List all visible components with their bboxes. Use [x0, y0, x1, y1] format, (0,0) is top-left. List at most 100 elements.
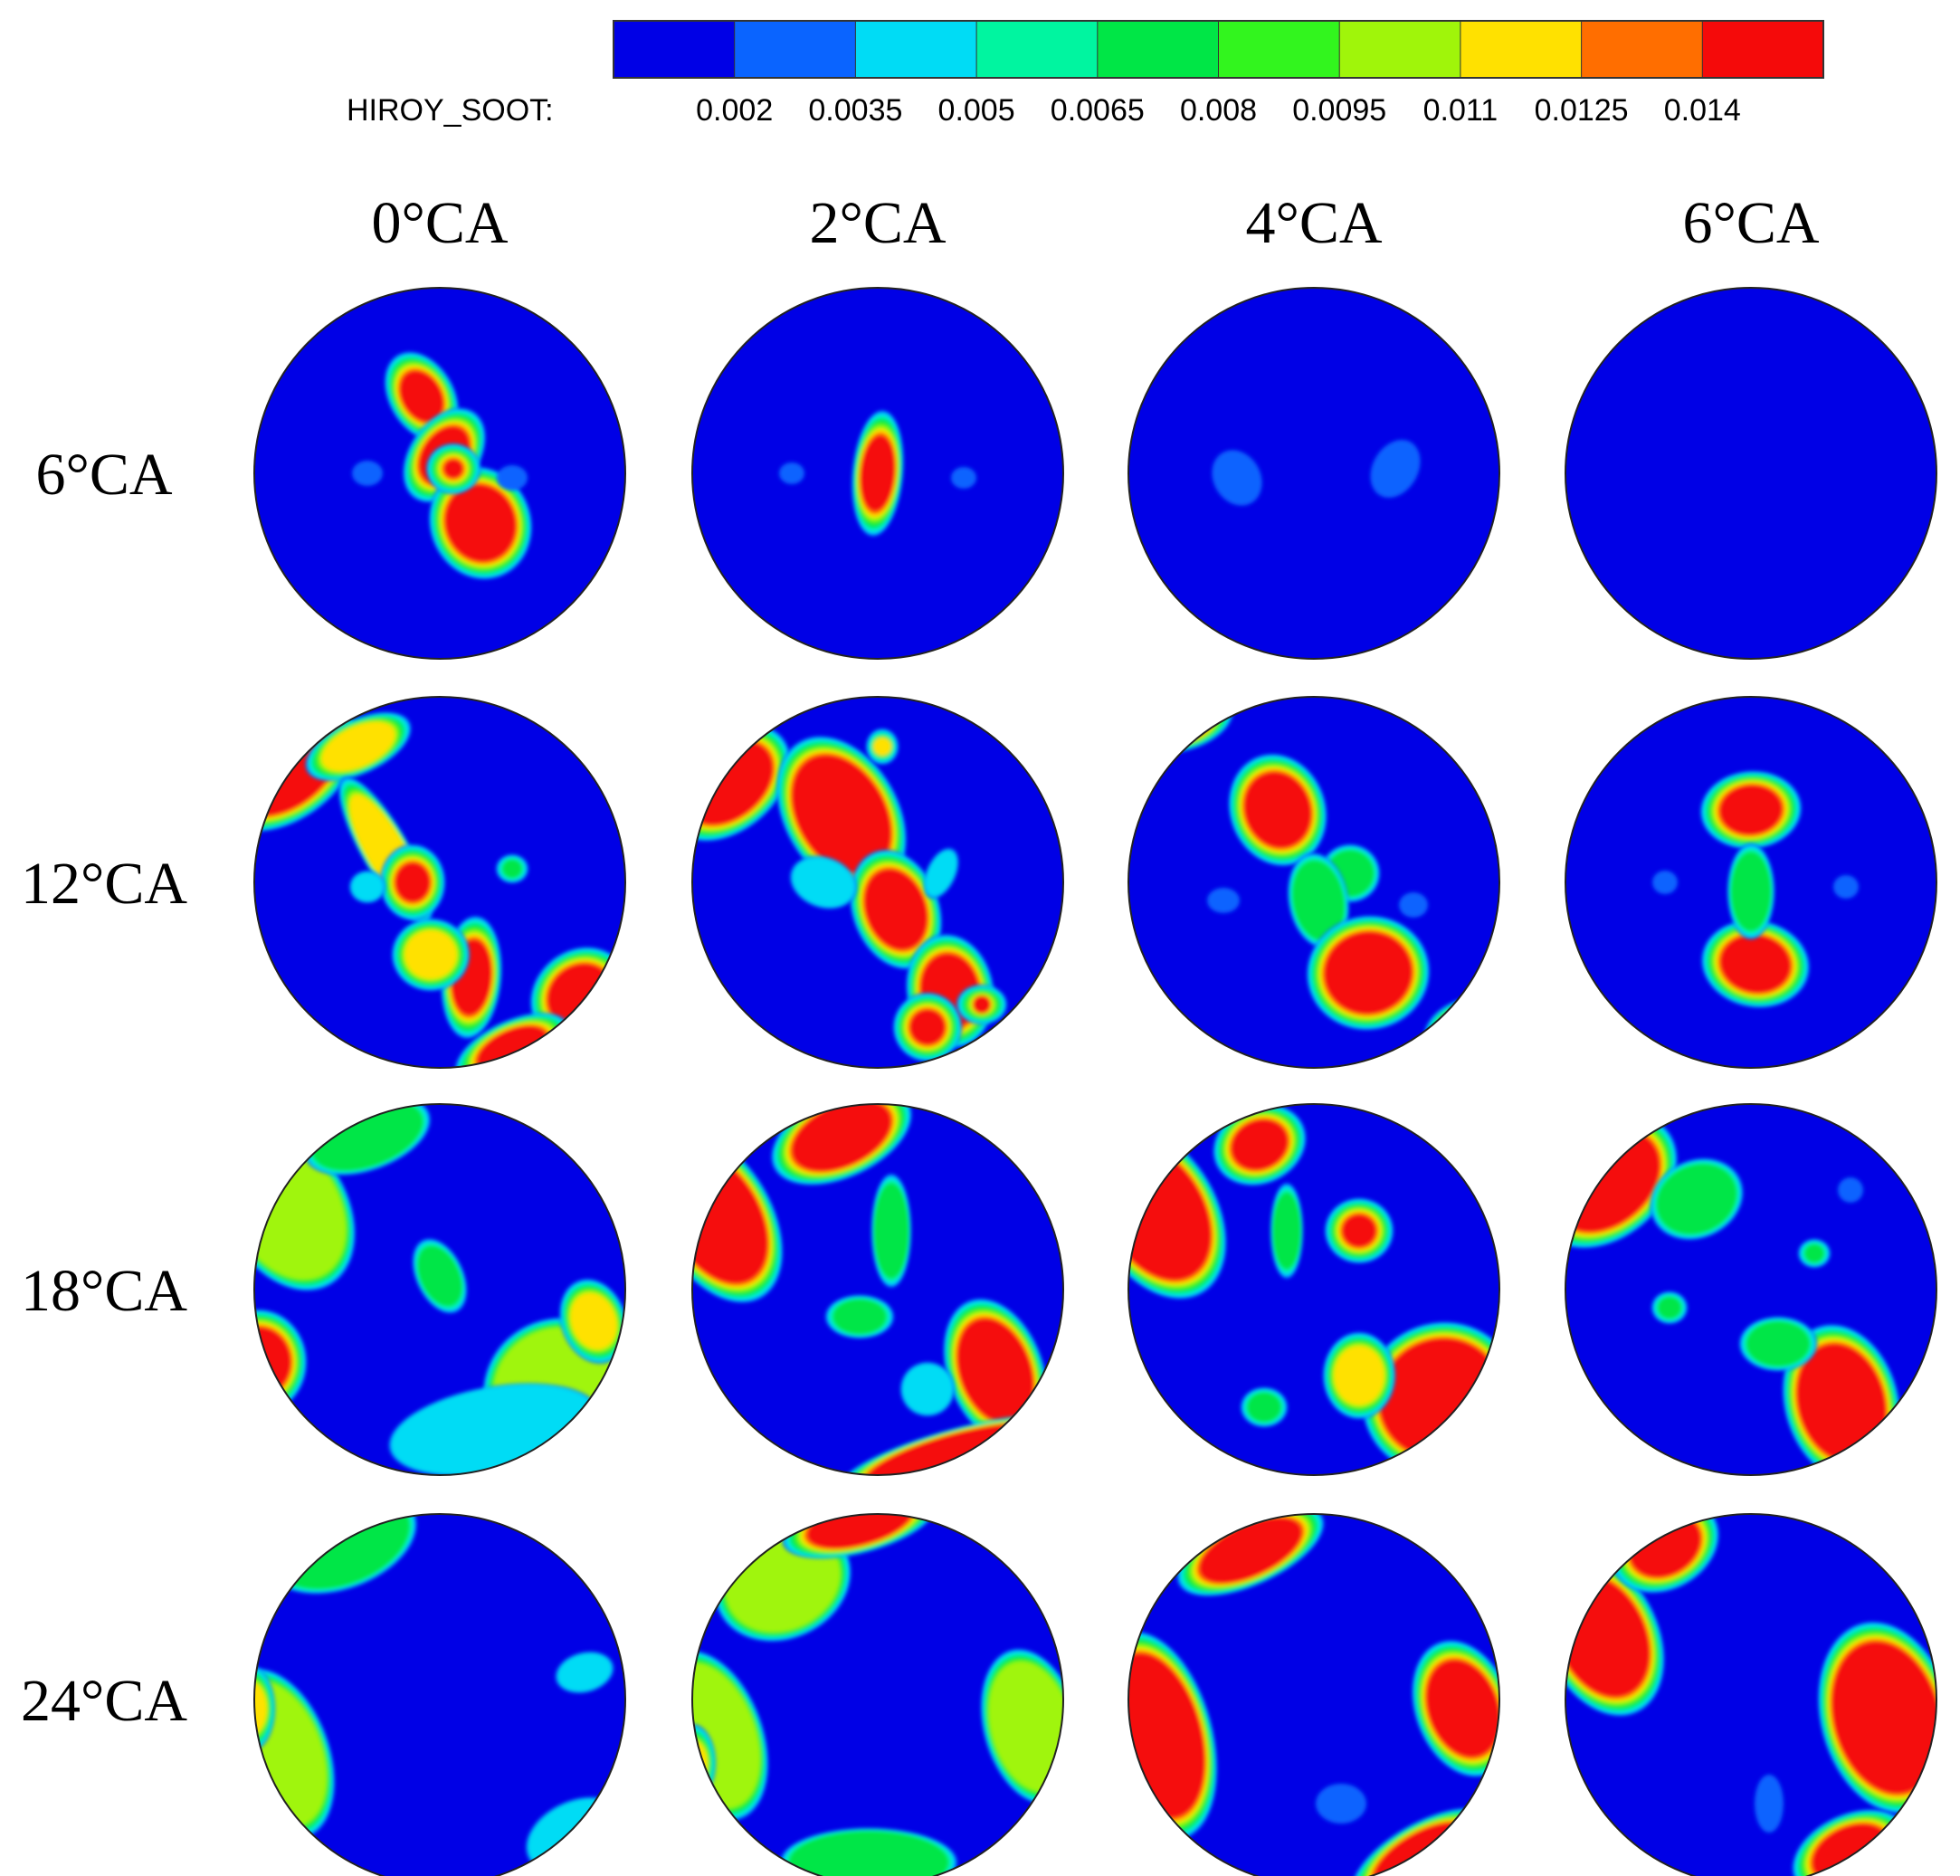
- soot-blob: [923, 847, 959, 900]
- contour-level: [1316, 1784, 1366, 1824]
- panel-outline: [1565, 287, 1937, 660]
- colorbar-swatch: [1701, 20, 1825, 79]
- soot-blob: [866, 728, 899, 765]
- soot-blob: [1241, 1387, 1288, 1427]
- soot-regions: [1212, 440, 1421, 506]
- contour-level: [951, 467, 976, 489]
- contour-level: [807, 1514, 912, 1548]
- contour-level: [956, 1319, 1034, 1424]
- colorbar-tick-label: 0.014: [1664, 93, 1741, 128]
- panel-outline: [691, 1103, 1064, 1476]
- contour-panel: [1565, 1103, 1937, 1476]
- contour-level: [1658, 1297, 1681, 1319]
- soot-blob: [1270, 1183, 1303, 1279]
- contour-panel: [1127, 287, 1500, 660]
- colorbar-tick-label: 0.0065: [1051, 93, 1145, 128]
- contour-panel: [1127, 1103, 1500, 1476]
- contour-level: [399, 370, 444, 423]
- panel-outline: [691, 1513, 1064, 1876]
- panel-background: [1128, 1514, 1499, 1876]
- soot-blob: [441, 916, 502, 1039]
- colorbar-tick-label: 0.002: [696, 93, 773, 128]
- contour-level: [873, 738, 891, 756]
- panel-outline: [1565, 1513, 1937, 1876]
- contour-panel: [253, 1103, 626, 1476]
- contour-level: [1207, 888, 1240, 913]
- soot-blob: [1228, 754, 1327, 866]
- contour-panel: [1127, 696, 1500, 1069]
- colorbar-tick-label: 0.0125: [1535, 93, 1629, 128]
- colorbar-variable-label: HIROY_SOOT:: [347, 93, 554, 128]
- soot-blob: [692, 1650, 768, 1822]
- soot-blob: [1307, 915, 1430, 1031]
- contour-level: [788, 1831, 949, 1876]
- column-header: 0°CA: [371, 190, 508, 256]
- contour-level: [1804, 1243, 1824, 1263]
- contour-panel: [691, 1103, 1064, 1476]
- contour-level: [321, 721, 395, 772]
- soot-blob: [1412, 1640, 1499, 1777]
- contour-level: [973, 995, 991, 1014]
- soot-blob: [1399, 892, 1428, 918]
- soot-blob: [305, 711, 412, 782]
- soot-blob: [412, 1238, 468, 1314]
- colorbar: HIROY_SOOT: 0.002 0.0035 0.005 0.0065 0.008 0…: [347, 20, 1825, 128]
- contour-level: [692, 1662, 760, 1809]
- soot-blob: [900, 1362, 955, 1416]
- contour-panel: [691, 287, 1064, 660]
- soot-blob: [1325, 1198, 1394, 1263]
- soot-blob: [1701, 919, 1810, 1008]
- contour-level: [1342, 1214, 1376, 1248]
- soot-blob: [1370, 440, 1421, 498]
- panel-background: [254, 1514, 625, 1876]
- panel-background: [1565, 288, 1936, 659]
- contour-level: [909, 1009, 946, 1045]
- soot-blob: [496, 854, 528, 883]
- panel-outline: [253, 287, 626, 660]
- contour-level: [1796, 1344, 1887, 1462]
- soot-blob: [1212, 450, 1262, 506]
- contour-level: [860, 435, 896, 511]
- soot-blob: [1323, 1332, 1395, 1419]
- soot-blob: [429, 466, 532, 580]
- soot-blob: [825, 1295, 894, 1338]
- soot-blob: [893, 993, 962, 1062]
- soot-regions: [1652, 770, 1859, 1008]
- soot-blob: [850, 850, 942, 969]
- contour-level: [1128, 1145, 1212, 1281]
- contour-panel: [253, 1513, 626, 1876]
- soot-blob: [1320, 844, 1380, 902]
- contour-level: [352, 461, 383, 486]
- contour-level: [1426, 1660, 1499, 1757]
- contour-level: [570, 1292, 617, 1350]
- panel-outline: [253, 696, 626, 1069]
- soot-blob: [692, 1724, 716, 1802]
- soot-regions: [352, 351, 532, 580]
- contour-level: [833, 1299, 887, 1335]
- contour-level: [254, 1681, 327, 1827]
- soot-blob: [1213, 1104, 1307, 1186]
- soot-blob: [790, 855, 857, 909]
- contour-level: [1719, 785, 1783, 835]
- contour-level: [404, 930, 457, 979]
- soot-blob: [254, 1665, 275, 1752]
- panel-outline: [253, 1103, 626, 1476]
- contour-level: [901, 1363, 954, 1415]
- panel-background: [1565, 1514, 1936, 1876]
- panel-outline: [1127, 1513, 1500, 1876]
- contour-level: [792, 857, 855, 908]
- contour-level: [1730, 852, 1772, 931]
- contour-panel: [1565, 287, 1937, 660]
- soot-blob: [426, 443, 480, 494]
- colorbar-tick-label: 0.011: [1423, 93, 1499, 128]
- colorbar-tick-label: 0.008: [1180, 93, 1257, 128]
- soot-blob: [1798, 1239, 1831, 1268]
- contour-level: [1755, 1775, 1784, 1833]
- colorbar-swatch: [734, 20, 857, 79]
- soot-blob: [349, 871, 385, 903]
- panel-outline: [691, 287, 1064, 660]
- colorbar-tick-label: 0.0095: [1292, 93, 1386, 128]
- contour-panel: [253, 287, 626, 660]
- row-headers: 6°CA 12°CA 18°CA 24°CA: [21, 442, 187, 1734]
- contour-level: [1656, 1164, 1737, 1234]
